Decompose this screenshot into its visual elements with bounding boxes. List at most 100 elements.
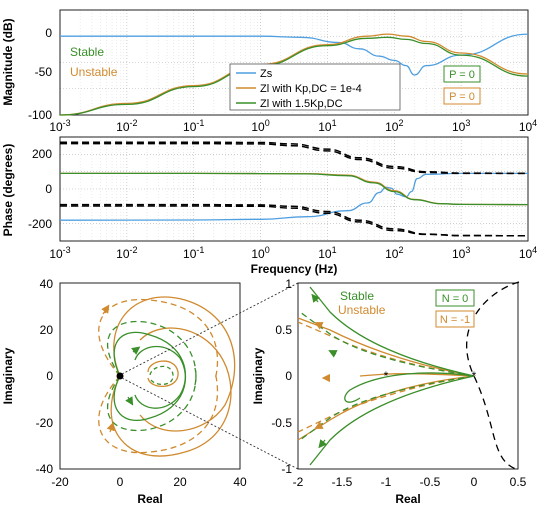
nyquist-zoom-curves	[297, 281, 520, 471]
nyq-full-ytick-40: 40	[40, 277, 54, 291]
phase-xtick-labels: 10-3 10-2 10-1 100 101 102 103 104	[49, 245, 537, 261]
xtick-label: 10-3	[49, 118, 70, 134]
nyquist-full-panel: Imaginary 40 20 0 -20 -40 -20 0 20 40 Re…	[1, 277, 247, 506]
phase-line-3	[59, 141, 529, 175]
nyq-stable-lower-loop	[113, 345, 187, 421]
xtick-label: 100	[251, 245, 269, 261]
magnitude-line-1	[59, 33, 529, 116]
nyq-inner-loop-stable	[149, 365, 174, 386]
zoom-stable-lower-dashed	[299, 375, 475, 441]
xtick-label: 104	[519, 118, 537, 134]
xtick-label: 10-1	[183, 118, 204, 134]
zoom-connector-bottom	[121, 377, 299, 470]
zoom-arrow-stable-2	[318, 439, 327, 449]
magnitude-legend: Zs Zl with Kp,DC = 1e-4 Zl with 1.5Kp,DC	[229, 63, 401, 111]
nyq-stable-dashed-upper	[106, 320, 197, 386]
nyq-arrow-stable-2	[125, 396, 134, 406]
nyq-zoom-ytick-0: 0	[285, 369, 292, 383]
nyq-zoom-ytick-minus05: -0.5	[271, 416, 292, 430]
xtick-label: 100	[251, 118, 269, 134]
zoom-unstable-lower-solid	[297, 375, 475, 441]
xtick-label: 10-2	[116, 118, 137, 134]
magnitude-axes-box	[59, 9, 529, 116]
nyq-zoom-xtick-0: 0	[471, 475, 478, 489]
nyquist-zoom-panel: * * Stable Unstable N = 0 N = -1 Imagina…	[251, 277, 527, 506]
nyquist-full-arrows	[101, 304, 141, 433]
nyquist-full-curves	[98, 296, 236, 457]
nyquist-zoom-arrows	[311, 293, 338, 449]
zoom-connector-top	[121, 282, 299, 375]
magnitude-stable-label: Stable	[70, 45, 104, 59]
n-badge-stable-text: N = 0	[442, 293, 469, 305]
xtick-label: 102	[385, 118, 403, 134]
nyq-full-ytick-minus40: -40	[36, 462, 54, 476]
nyq-zoom-xtick-minus2: -2	[293, 475, 304, 489]
legend-entry-zs: Zs	[260, 68, 273, 80]
phase-axes-box	[59, 136, 529, 242]
magnitude-panel: Magnitude (dB) 0 -50 -100 10-3 10-2 10-1 10…	[1, 9, 537, 134]
mag-ytick-minus50: -50	[35, 65, 53, 79]
xtick-label: 101	[318, 245, 336, 261]
zoom-stable-upper-dashed	[299, 311, 475, 377]
nyq-unstable-dashed-upper	[98, 298, 219, 381]
magnitude-ylabel: Magnitude (dB)	[1, 18, 15, 105]
legend-box	[229, 63, 401, 111]
legend-entry-15kp: Zl with 1.5Kp,DC	[260, 98, 343, 110]
legend-entry-kp: Zl with Kp,DC = 1e-4	[260, 83, 362, 95]
critical-point-marker: *	[384, 369, 389, 383]
nyquist-full-axes-box	[59, 282, 241, 470]
zoom-arrow-stable-3	[328, 350, 338, 358]
phase-panel: Phase (degrees) 200 0 -200 10-3 10-2 10-1 1…	[1, 136, 537, 276]
nyq-full-ytick-0: 0	[46, 369, 53, 383]
nyq-zoom-ylabel: Imaginary	[251, 347, 265, 404]
phase-ylabel: Phase (degrees)	[1, 144, 15, 237]
magnitude-xtick-labels: 10-3 10-2 10-1 100 101 102 103 104	[49, 118, 537, 134]
nyq-full-ytick-minus20: -20	[36, 416, 54, 430]
p-badge-stable	[443, 65, 481, 83]
nyq-zoom-xtick-minus15: -1.5	[332, 475, 353, 489]
mag-ytick-minus100: -100	[28, 108, 52, 122]
xtick-label: 103	[452, 245, 470, 261]
nyquist-zoom-axes-box	[297, 282, 519, 470]
phase-line-6	[60, 205, 529, 237]
nyq-arrow-unstable-1	[101, 304, 110, 315]
nyq-zoom-xtick-minus05: -0.5	[420, 475, 441, 489]
p-badge-unstable-text: P = 0	[449, 91, 475, 103]
nyq-arrow-stable-1	[131, 346, 141, 355]
nyq-full-ylabel: Imaginary	[1, 347, 15, 404]
p-badge-unstable	[443, 87, 481, 105]
nyq-zoom-xtick-05: 0.5	[510, 475, 527, 489]
zoom-stable-upper-solid	[309, 286, 475, 377]
zoom-arrow-unstable-1	[314, 322, 324, 330]
mag-ytick-0: 0	[45, 26, 52, 40]
nyq-full-origin-marker	[116, 372, 124, 380]
magnitude-unstable-label: Unstable	[70, 65, 118, 79]
zoom-unstable-upper-solid	[297, 317, 475, 377]
zoom-stable-label: Stable	[340, 289, 374, 303]
nyq-unstable-dashed-lower	[98, 371, 219, 454]
zoom-arrow-stable-1	[311, 293, 320, 303]
zoom-stable-lower-solid	[309, 375, 475, 466]
ph-ytick-200: 200	[32, 147, 52, 161]
ph-ytick-minus200: -200	[28, 217, 52, 231]
nyq-full-xlabel: Real	[137, 492, 162, 506]
phase-line-0	[59, 172, 528, 221]
phase-grid	[59, 137, 528, 241]
nyq-zoom-ytick-05: 0.5	[275, 323, 292, 337]
xtick-label: 102	[385, 245, 403, 261]
xtick-label: 101	[318, 118, 336, 134]
zoom-stable-inner	[344, 372, 475, 403]
xtick-label: 10-3	[49, 245, 70, 261]
xtick-label: 104	[519, 245, 537, 261]
nyq-stable-dashed-lower	[106, 367, 197, 432]
p-badge-stable-text: P = 0	[449, 69, 475, 81]
phase-line-4	[60, 142, 528, 175]
xtick-label: 103	[452, 118, 470, 134]
xtick-label: 10-1	[183, 245, 204, 261]
phase-xlabel: Frequency (Hz)	[251, 262, 338, 276]
phase-series	[59, 141, 529, 237]
magnitude-series	[59, 33, 529, 116]
magnitude-line-2	[59, 36, 529, 116]
ph-ytick-0: 0	[45, 182, 52, 196]
